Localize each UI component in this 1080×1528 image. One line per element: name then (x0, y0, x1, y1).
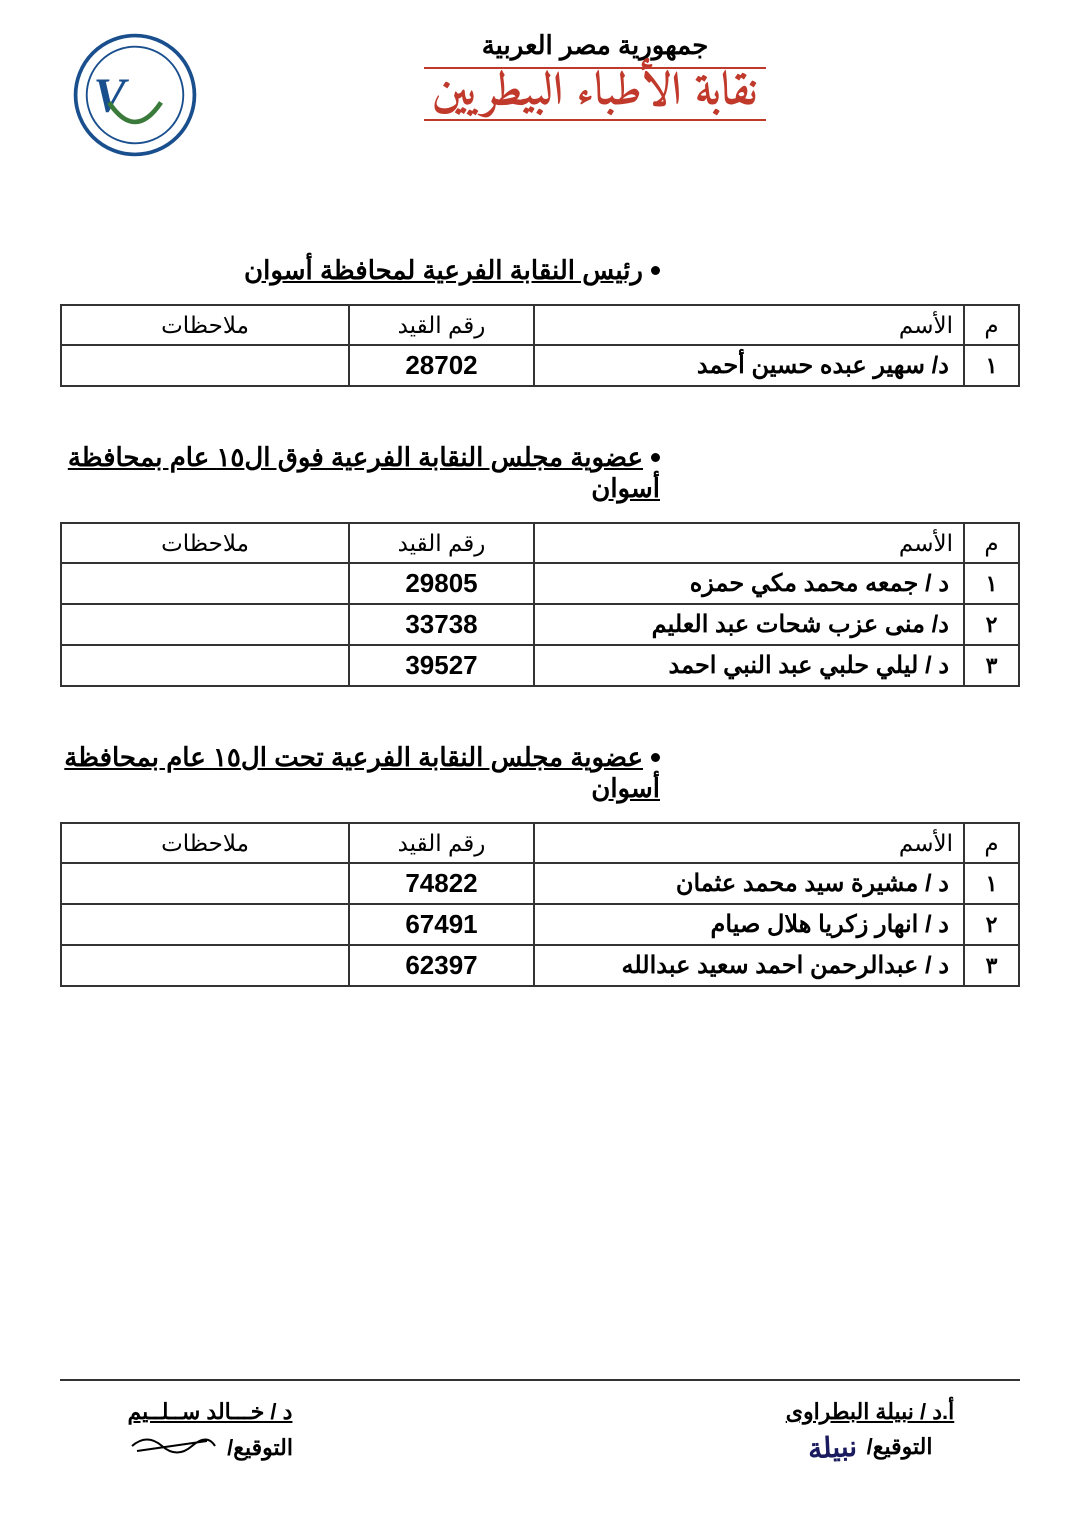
cell-index: ٢ (964, 904, 1019, 945)
section-title-wrap: عضوية مجلس النقابة الفرعية فوق ال١٥ عام … (60, 442, 1020, 504)
header-notes: ملاحظات (61, 305, 349, 345)
cell-name: د/ سهير عبده حسين أحمد (534, 345, 964, 386)
table-row: ٣د / عبدالرحمن احمد سعيد عبدالله62397 (61, 945, 1019, 986)
cell-reg-no: 39527 (349, 645, 534, 686)
table-row: ١د / جمعه محمد مكي حمزه29805 (61, 563, 1019, 604)
cell-reg-no: 29805 (349, 563, 534, 604)
cell-notes (61, 945, 349, 986)
section-title: رئيس النقابة الفرعية لمحافظة أسوان (244, 255, 643, 285)
cell-reg-no: 62397 (349, 945, 534, 986)
cell-notes (61, 645, 349, 686)
logo: V (60, 30, 210, 165)
cell-index: ٣ (964, 945, 1019, 986)
header-name: الأسم (534, 523, 964, 563)
signature-footer: أ.د / نبيلة البطراوى التوقيع/ نبيلة د / … (60, 1379, 1020, 1468)
header-reg-no: رقم القيد (349, 823, 534, 863)
cell-name: د / انهار زكريا هلال صيام (534, 904, 964, 945)
header-reg-no: رقم القيد (349, 523, 534, 563)
section: عضوية مجلس النقابة الفرعية تحت ال١٥ عام … (60, 742, 1020, 987)
bullet-icon (651, 453, 660, 462)
table-row: ٢د/ منى عزب شحات عبد العليم33738 (61, 604, 1019, 645)
signature-label-left: التوقيع/ (227, 1435, 293, 1461)
cell-notes (61, 563, 349, 604)
data-table: مالأسمرقم القيدملاحظات١د/ سهير عبده حسين… (60, 304, 1020, 387)
cell-notes (61, 345, 349, 386)
svg-text:V: V (94, 70, 130, 123)
section: رئيس النقابة الفرعية لمحافظة أسوان مالأسم… (60, 255, 1020, 387)
signature-label-right: التوقيع/ (867, 1434, 933, 1460)
cell-index: ٢ (964, 604, 1019, 645)
data-table: مالأسمرقم القيدملاحظات١د / مشيرة سيد محم… (60, 822, 1020, 987)
header-name: الأسم (534, 305, 964, 345)
cell-reg-no: 74822 (349, 863, 534, 904)
header-index: م (964, 823, 1019, 863)
table-row: ٣د / ليلي حلبي عبد النبي احمد39527 (61, 645, 1019, 686)
cell-name: د / مشيرة سيد محمد عثمان (534, 863, 964, 904)
cell-index: ١ (964, 563, 1019, 604)
cell-reg-no: 33738 (349, 604, 534, 645)
table-row: ١د/ سهير عبده حسين أحمد28702 (61, 345, 1019, 386)
section-title-wrap: عضوية مجلس النقابة الفرعية تحت ال١٥ عام … (60, 742, 1020, 804)
cell-reg-no: 67491 (349, 904, 534, 945)
cell-name: د/ منى عزب شحات عبد العليم (534, 604, 964, 645)
cell-reg-no: 28702 (349, 345, 534, 386)
header-notes: ملاحظات (61, 823, 349, 863)
cell-notes (61, 604, 349, 645)
signer-name-left: د / خـــالد ســلــيم (60, 1399, 360, 1425)
cell-index: ٣ (964, 645, 1019, 686)
signature-block-right: أ.د / نبيلة البطراوى التوقيع/ نبيلة (720, 1399, 1020, 1468)
table-row: ١د / مشيرة سيد محمد عثمان74822 (61, 863, 1019, 904)
header-index: م (964, 523, 1019, 563)
cell-index: ١ (964, 863, 1019, 904)
section: عضوية مجلس النقابة الفرعية فوق ال١٥ عام … (60, 442, 1020, 687)
bullet-icon (651, 753, 660, 762)
signer-name-right: أ.د / نبيلة البطراوى (720, 1399, 1020, 1425)
data-table: مالأسمرقم القيدملاحظات١د / جمعه محمد مكي… (60, 522, 1020, 687)
signature-mark-icon: نبيلة (807, 1430, 858, 1467)
syndicate-logo-icon: V (70, 30, 200, 160)
cell-name: د / جمعه محمد مكي حمزه (534, 563, 964, 604)
signature-block-left: د / خـــالد ســلــيم التوقيع/ (60, 1399, 360, 1468)
bullet-icon (651, 266, 660, 275)
section-title: عضوية مجلس النقابة الفرعية تحت ال١٥ عام … (64, 742, 660, 803)
table-row: ٢د / انهار زكريا هلال صيام67491 (61, 904, 1019, 945)
cell-notes (61, 904, 349, 945)
document-header: جمهورية مصر العربية نقابة الأطباء البيطر… (60, 30, 1020, 165)
cell-name: د / ليلي حلبي عبد النبي احمد (534, 645, 964, 686)
organization-name: نقابة الأطباء البيطريين (424, 67, 766, 121)
section-title-wrap: رئيس النقابة الفرعية لمحافظة أسوان (60, 255, 1020, 286)
header-reg-no: رقم القيد (349, 305, 534, 345)
cell-name: د / عبدالرحمن احمد سعيد عبدالله (534, 945, 964, 986)
header-notes: ملاحظات (61, 523, 349, 563)
cell-notes (61, 863, 349, 904)
cell-index: ١ (964, 345, 1019, 386)
header-index: م (964, 305, 1019, 345)
section-title: عضوية مجلس النقابة الفرعية فوق ال١٥ عام … (68, 442, 660, 503)
header-name: الأسم (534, 823, 964, 863)
signature-mark-icon (127, 1431, 217, 1468)
